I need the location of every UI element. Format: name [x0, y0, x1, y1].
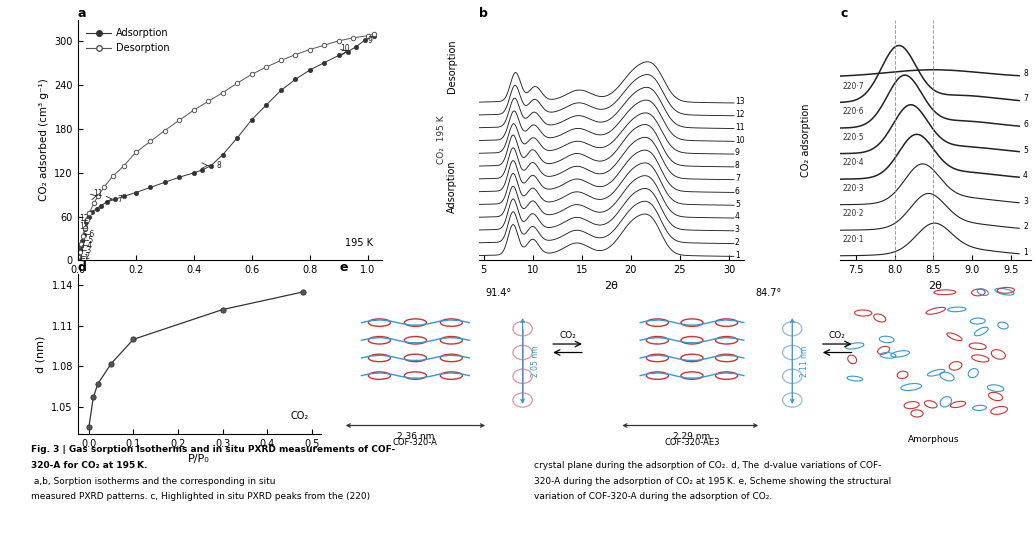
Text: 9: 9	[735, 148, 740, 157]
Text: 220·6: 220·6	[842, 107, 864, 116]
Text: 8: 8	[217, 161, 222, 170]
Text: Amorphous: Amorphous	[909, 435, 959, 444]
Text: 12: 12	[735, 110, 745, 119]
Text: 5: 5	[735, 199, 740, 208]
Text: b: b	[479, 7, 488, 20]
Text: 1: 1	[735, 251, 740, 260]
Text: e: e	[340, 262, 348, 274]
Text: COF-320-A: COF-320-A	[393, 438, 438, 447]
Text: CO₂  195 K: CO₂ 195 K	[437, 116, 447, 164]
Text: CO₂ adsorption: CO₂ adsorption	[801, 103, 811, 177]
Text: 8: 8	[1023, 69, 1028, 78]
Text: 2: 2	[1023, 222, 1028, 231]
Text: a,b, Sorption isotherms and the corresponding in situ: a,b, Sorption isotherms and the correspo…	[31, 477, 276, 486]
Text: 1: 1	[1023, 248, 1028, 256]
Text: 220·5: 220·5	[842, 133, 864, 142]
Text: 5: 5	[1023, 146, 1028, 155]
Text: ←6: ←6	[84, 230, 94, 239]
Text: 12: 12	[79, 214, 89, 223]
Text: 2.05 nm: 2.05 nm	[530, 346, 540, 377]
X-axis label: P/P₀: P/P₀	[220, 281, 241, 291]
Text: 220·3: 220·3	[842, 184, 864, 193]
Text: measured PXRD patterns. c, Highlighted in situ PXRD peaks from the (220): measured PXRD patterns. c, Highlighted i…	[31, 492, 370, 501]
Text: 3: 3	[735, 225, 740, 234]
Legend: Adsorption, Desorption: Adsorption, Desorption	[83, 25, 173, 57]
Text: 220·2: 220·2	[842, 209, 864, 218]
Text: 220·1: 220·1	[842, 235, 864, 244]
Text: 7: 7	[117, 195, 122, 204]
Text: 220·7: 220·7	[842, 82, 864, 91]
X-axis label: P/P₀: P/P₀	[189, 454, 210, 464]
Text: ←5: ←5	[82, 236, 93, 245]
Text: 2: 2	[735, 238, 740, 247]
Text: variation of COF-320-A during the adsorption of CO₂.: variation of COF-320-A during the adsorp…	[534, 492, 772, 501]
Text: Desorption: Desorption	[448, 39, 457, 93]
Y-axis label: CO₂ adsorbed (cm³ g⁻¹): CO₂ adsorbed (cm³ g⁻¹)	[38, 78, 49, 202]
Text: Fig. 3 | Gas sorption isotherms and in situ PXRD measurements of COF-: Fig. 3 | Gas sorption isotherms and in s…	[31, 445, 396, 454]
Text: d: d	[78, 262, 87, 274]
Text: 13: 13	[735, 97, 745, 106]
Text: ←4: ←4	[81, 241, 92, 250]
Y-axis label: d (nm): d (nm)	[36, 335, 46, 373]
Text: 13: 13	[79, 222, 89, 231]
Text: 10: 10	[341, 44, 350, 53]
Text: a: a	[78, 7, 86, 20]
Text: 11: 11	[735, 123, 745, 132]
Text: CO₂: CO₂	[290, 411, 309, 421]
Text: COF-320-AE3: COF-320-AE3	[664, 438, 720, 447]
Text: 10: 10	[735, 136, 745, 144]
Text: 3: 3	[1023, 197, 1028, 206]
Text: c: c	[840, 7, 847, 20]
Text: CO₂: CO₂	[559, 331, 576, 340]
Text: 4: 4	[735, 212, 740, 221]
Text: 7: 7	[735, 174, 740, 183]
Text: 6: 6	[1023, 120, 1028, 129]
Text: 2.29 nm: 2.29 nm	[673, 432, 711, 441]
Text: 8: 8	[735, 161, 740, 170]
Text: 9: 9	[368, 35, 373, 45]
Text: 2.11 nm: 2.11 nm	[800, 346, 809, 377]
Text: CO₂: CO₂	[829, 331, 845, 340]
Text: ←1: ←1	[79, 254, 90, 263]
Text: crystal plane during the adsorption of CO₂. d, The  d-value variations of COF-: crystal plane during the adsorption of C…	[534, 461, 881, 470]
Text: 84.7°: 84.7°	[755, 288, 781, 298]
Text: 6: 6	[735, 187, 740, 196]
Text: 195 K: 195 K	[345, 239, 373, 248]
Text: 320-A during the adsorption of CO₂ at 195 K. e, Scheme showing the structural: 320-A during the adsorption of CO₂ at 19…	[534, 477, 891, 486]
Text: 220·4: 220·4	[842, 158, 864, 167]
Text: 7: 7	[1023, 95, 1028, 104]
Text: 2.36 nm: 2.36 nm	[397, 432, 434, 441]
Text: 11: 11	[93, 189, 104, 198]
Text: 4: 4	[1023, 171, 1028, 180]
Text: 320-A for CO₂ at 195 K.: 320-A for CO₂ at 195 K.	[31, 461, 147, 470]
Text: ←2: ←2	[80, 251, 90, 260]
Text: 91.4°: 91.4°	[485, 288, 512, 298]
X-axis label: 2θ: 2θ	[604, 281, 618, 291]
X-axis label: 2θ: 2θ	[928, 281, 943, 291]
Text: ←3: ←3	[81, 246, 91, 255]
Text: Adsorption: Adsorption	[448, 160, 457, 213]
